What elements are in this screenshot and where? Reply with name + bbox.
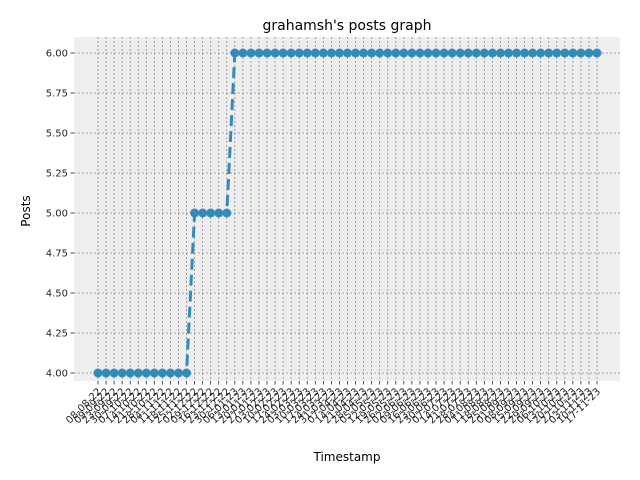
- y-tick-label: 4.25: [46, 329, 68, 340]
- chart-title: grahamsh's posts graph: [262, 18, 431, 34]
- data-point: [182, 368, 192, 378]
- data-point: [560, 48, 570, 58]
- data-point: [93, 368, 103, 378]
- data-point: [520, 48, 530, 58]
- data-point: [190, 208, 200, 218]
- y-tick-label: 4.50: [46, 289, 68, 300]
- data-point: [463, 48, 473, 58]
- data-point: [391, 48, 401, 58]
- y-tick-label: 4.00: [46, 369, 68, 380]
- data-point: [198, 208, 208, 218]
- data-point: [262, 48, 272, 58]
- data-point: [117, 368, 127, 378]
- data-point: [495, 48, 505, 58]
- data-point: [512, 48, 522, 58]
- data-point: [592, 48, 602, 58]
- data-point: [206, 208, 216, 218]
- data-point: [399, 48, 409, 58]
- data-point: [125, 368, 135, 378]
- data-point: [375, 48, 385, 58]
- data-point: [286, 48, 296, 58]
- data-point: [407, 48, 417, 58]
- data-point: [503, 48, 513, 58]
- y-tick-label: 5.50: [46, 129, 68, 140]
- series-layer: [93, 48, 602, 378]
- data-point: [222, 208, 232, 218]
- data-point: [423, 48, 433, 58]
- y-tick-label: 5.25: [46, 169, 68, 180]
- data-point: [326, 48, 336, 58]
- data-point: [334, 48, 344, 58]
- data-point: [343, 48, 352, 58]
- data-point: [270, 48, 280, 58]
- data-point: [133, 368, 143, 378]
- data-point: [544, 48, 554, 58]
- data-point: [302, 48, 312, 58]
- data-point: [165, 368, 175, 378]
- data-point: [536, 48, 546, 58]
- y-tick-label: 5.75: [46, 89, 68, 100]
- data-point: [431, 48, 441, 58]
- data-point: [471, 48, 481, 58]
- data-point: [141, 368, 151, 378]
- data-point: [310, 48, 320, 58]
- y-tick-label: 5.00: [46, 209, 68, 220]
- data-point: [552, 48, 562, 58]
- plot-area: [74, 37, 620, 381]
- data-point: [383, 48, 393, 58]
- data-point: [149, 368, 159, 378]
- data-point: [238, 48, 248, 58]
- grid: [74, 37, 620, 381]
- data-point: [318, 48, 328, 58]
- data-point: [415, 48, 425, 58]
- data-point: [351, 48, 361, 58]
- data-point: [278, 48, 288, 58]
- data-point: [528, 48, 538, 58]
- data-point: [246, 48, 256, 58]
- data-point: [101, 368, 111, 378]
- data-point: [230, 48, 240, 58]
- y-tick-label: 4.75: [46, 249, 68, 260]
- data-point: [359, 48, 369, 58]
- data-point: [109, 368, 119, 378]
- data-point: [479, 48, 489, 58]
- data-point: [214, 208, 224, 218]
- data-point: [173, 368, 183, 378]
- data-point: [576, 48, 586, 58]
- data-point: [367, 48, 377, 58]
- data-point: [584, 48, 594, 58]
- data-point: [447, 48, 457, 58]
- y-tick-labels: 4.00 4.25 4.50 4.75 5.00 5.25 5.50 5.75 6.00: [46, 49, 74, 380]
- data-point: [568, 48, 578, 58]
- data-point: [254, 48, 264, 58]
- data-point: [487, 48, 497, 58]
- y-axis-label: Posts: [19, 195, 33, 226]
- data-point: [455, 48, 465, 58]
- data-point: [439, 48, 449, 58]
- y-tick-label: 6.00: [46, 49, 68, 60]
- x-axis-label: Timestamp: [313, 450, 381, 464]
- data-point: [157, 368, 167, 378]
- data-point: [294, 48, 304, 58]
